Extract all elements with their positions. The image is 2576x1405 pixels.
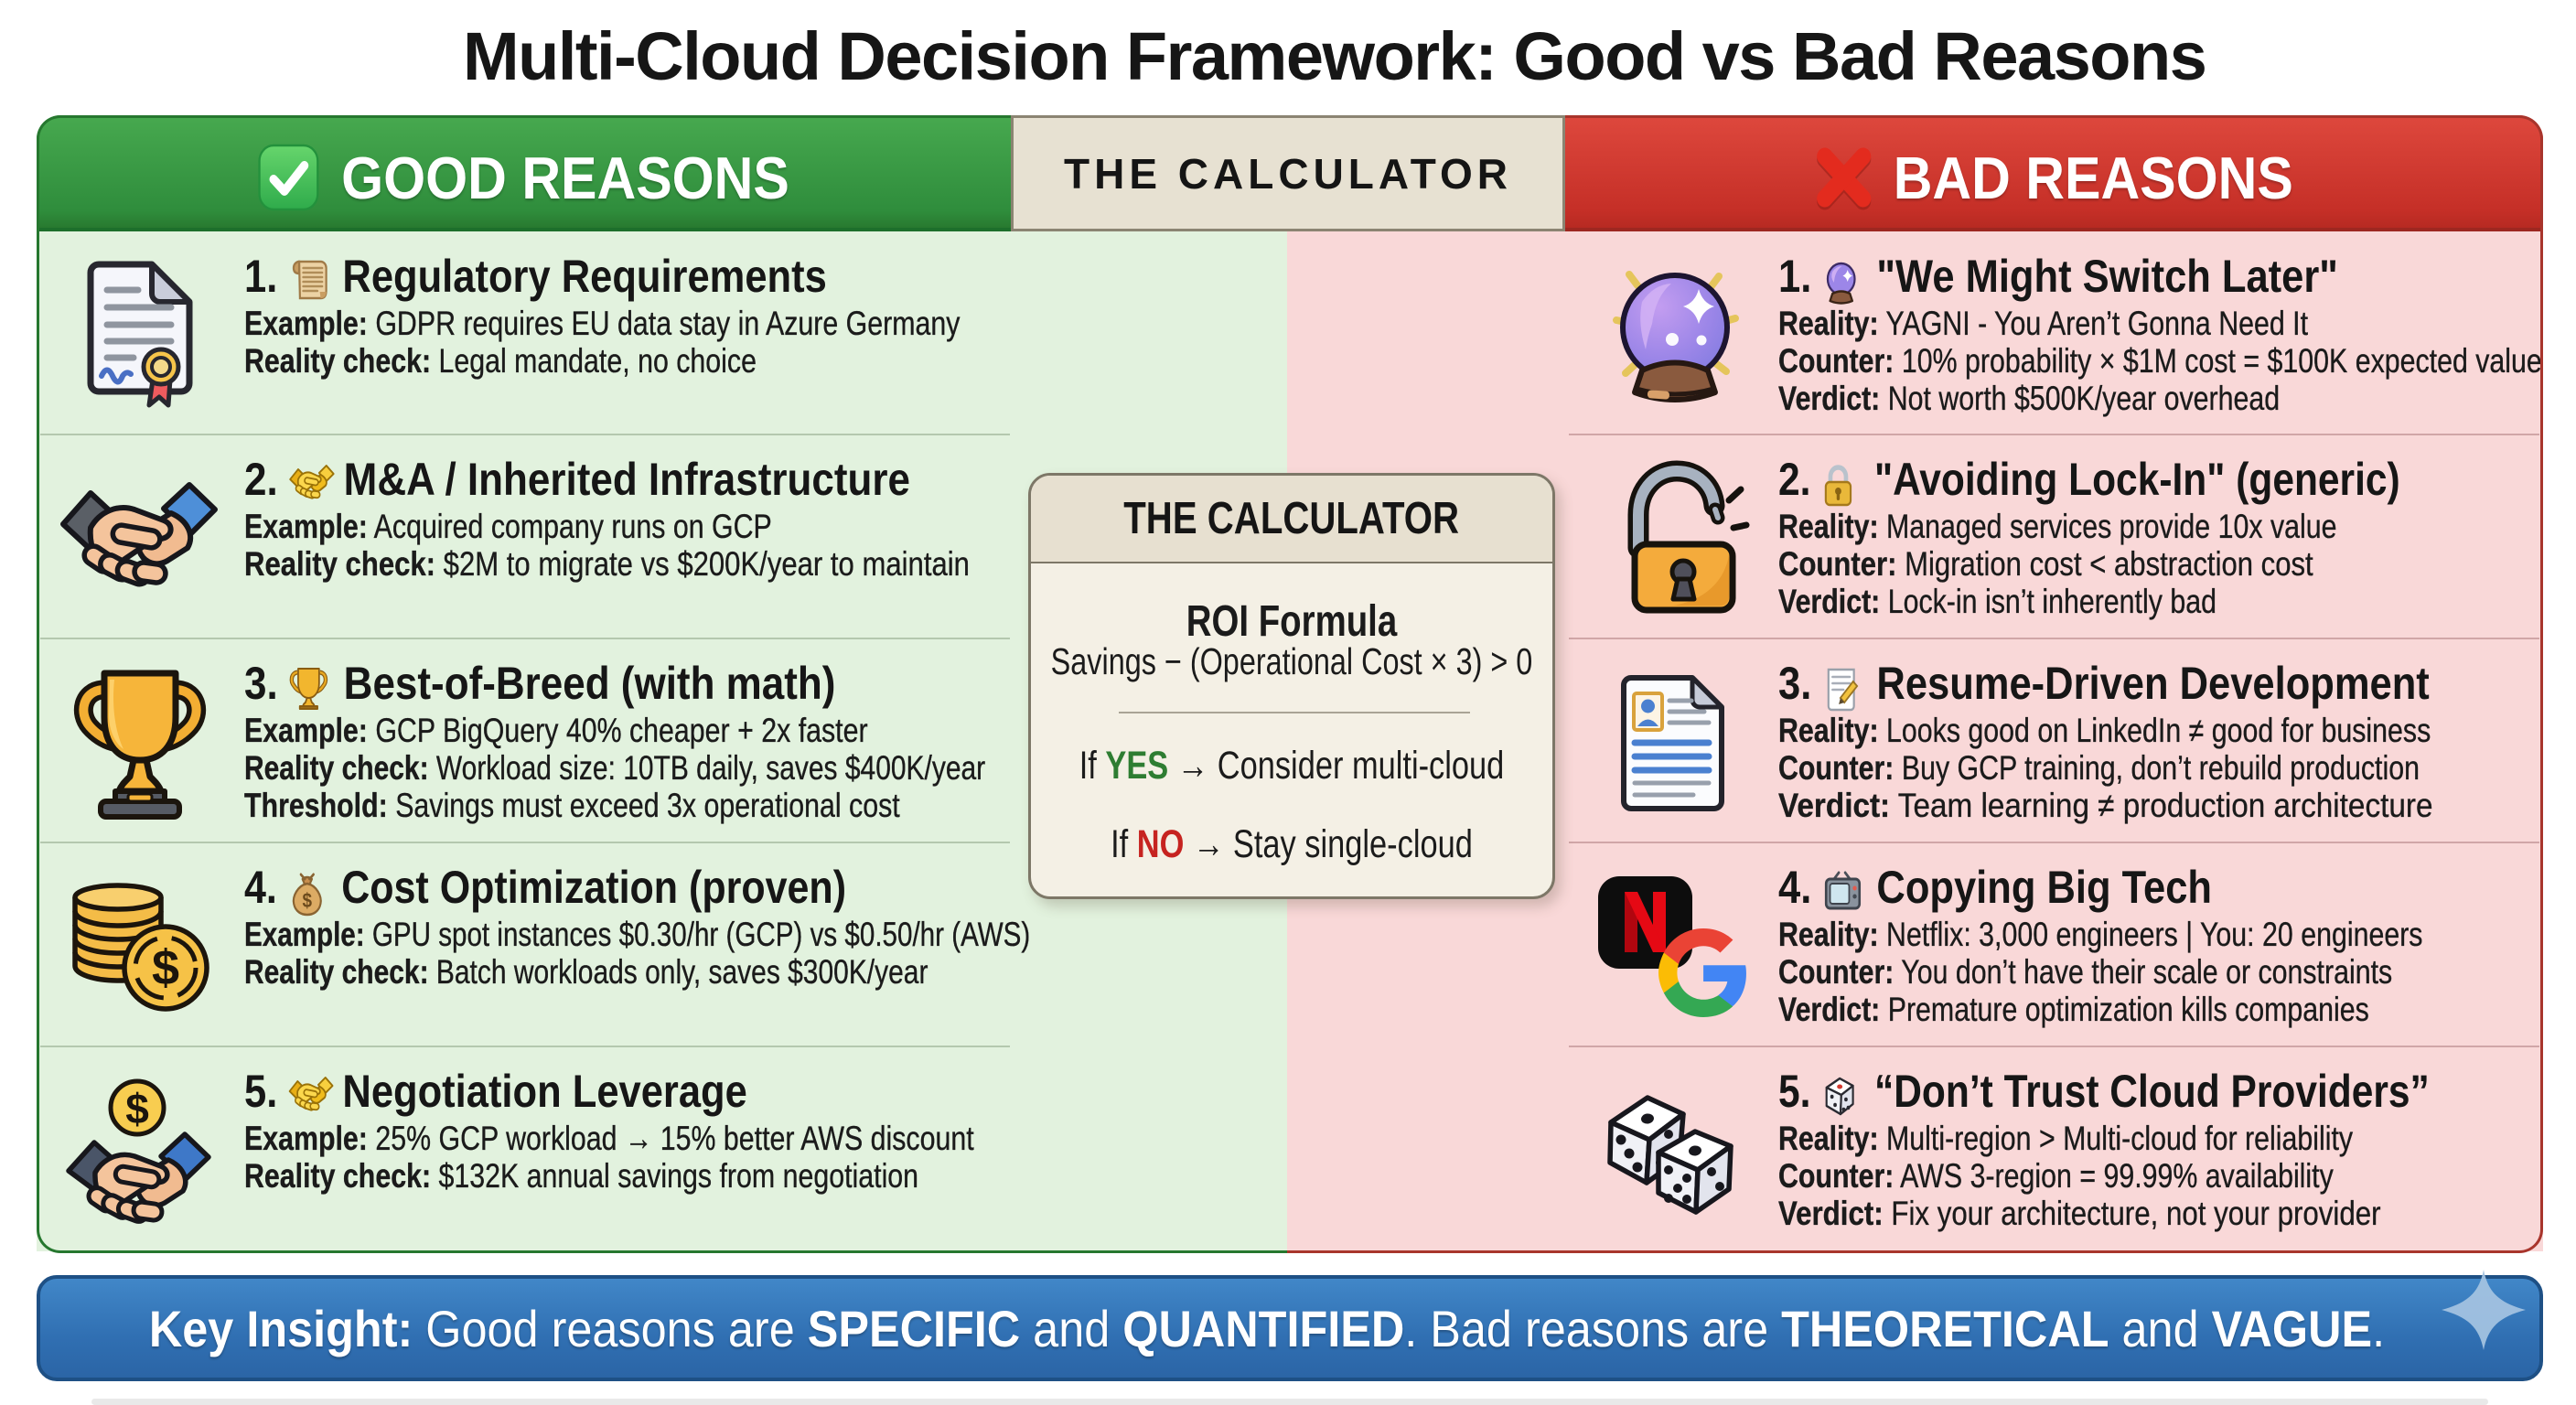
svg-text:$: $: [125, 1085, 149, 1132]
svg-text:$: $: [152, 940, 179, 995]
svg-text:$: $: [302, 890, 312, 913]
